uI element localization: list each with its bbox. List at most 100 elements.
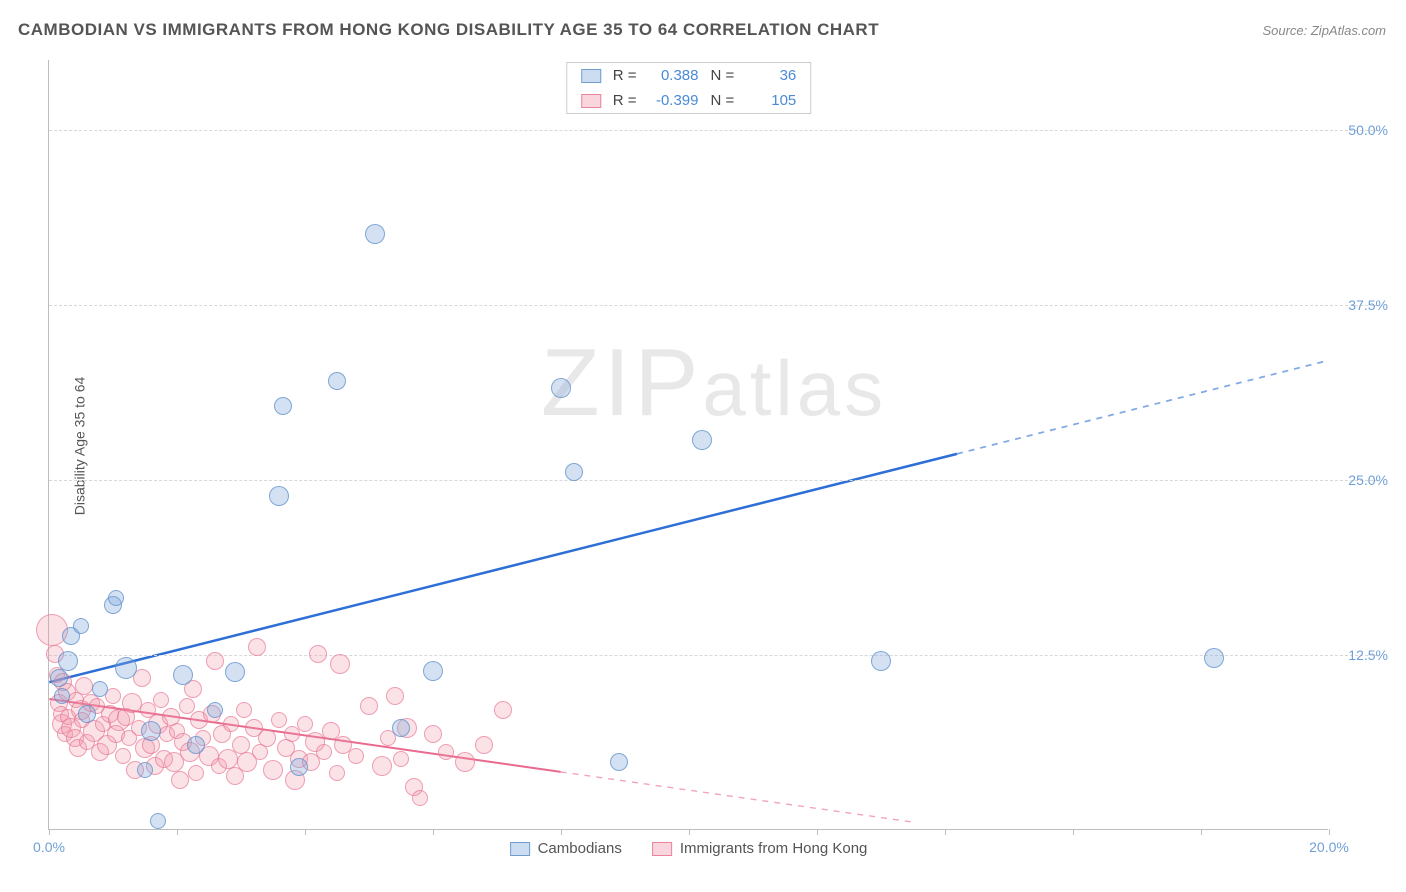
scatter-point [206,652,224,670]
scatter-point [153,692,169,708]
scatter-point [297,716,313,732]
scatter-point [150,813,166,829]
scatter-point [122,693,142,713]
scatter-point [54,688,70,704]
scatter-point [1204,648,1224,668]
source-label: Source: ZipAtlas.com [1262,23,1386,38]
title-bar: CAMBODIAN VS IMMIGRANTS FROM HONG KONG D… [18,20,1386,40]
plot-area: ZIPatlas R =0.388N =36R =-0.399N =105 Ca… [48,60,1328,830]
scatter-point [75,677,93,695]
scatter-point [393,751,409,767]
scatter-point [188,765,204,781]
gridline-h [49,305,1378,306]
scatter-point [424,725,442,743]
x-tick [305,829,306,835]
scatter-point [115,657,137,679]
scatter-point [187,736,205,754]
scatter-point [475,736,493,754]
stat-n-label: N = [711,67,735,84]
scatter-point [565,463,583,481]
scatter-point [348,748,364,764]
scatter-point [328,372,346,390]
scatter-point [50,669,68,687]
scatter-point [141,721,161,741]
legend-series: Cambodians Immigrants from Hong Kong [510,840,868,857]
legend-series-item: Immigrants from Hong Kong [652,840,868,857]
scatter-point [263,760,283,780]
scatter-point [412,790,428,806]
scatter-point [248,638,266,656]
scatter-point [173,665,193,685]
x-tick [945,829,946,835]
scatter-point [392,719,410,737]
scatter-point [115,748,131,764]
stat-n-value: 36 [746,67,796,84]
watermark: ZIPatlas [541,328,887,438]
scatter-point [360,697,378,715]
scatter-point [309,645,327,663]
scatter-point [207,702,223,718]
scatter-point [58,651,78,671]
legend-stats-row: R = 0.388 N = 36 [567,63,811,88]
scatter-point [78,705,96,723]
scatter-point [274,397,292,415]
x-tick-label: 20.0% [1309,839,1349,855]
scatter-point [329,765,345,781]
y-tick-label: 37.5% [1333,297,1388,313]
scatter-point [438,744,454,760]
scatter-point [236,702,252,718]
legend-series-label: Cambodians [538,840,622,857]
legend-series-label: Immigrants from Hong Kong [680,840,868,857]
y-tick-label: 50.0% [1333,122,1388,138]
legend-swatch [510,842,530,856]
x-tick [1329,829,1330,835]
scatter-point [871,651,891,671]
x-tick [1073,829,1074,835]
x-tick [49,829,50,835]
gridline-h [49,480,1378,481]
y-tick-label: 12.5% [1333,647,1388,663]
stat-n-value: 105 [746,92,796,109]
gridline-h [49,655,1378,656]
chart-title: CAMBODIAN VS IMMIGRANTS FROM HONG KONG D… [18,20,879,40]
scatter-point [316,744,332,760]
x-tick [689,829,690,835]
scatter-point [610,753,628,771]
scatter-point [271,712,287,728]
scatter-point [225,662,245,682]
scatter-point [455,752,475,772]
scatter-point [269,486,289,506]
scatter-point [92,681,108,697]
scatter-point [179,698,195,714]
stat-r-label: R = [613,92,637,109]
scatter-point [692,430,712,450]
scatter-point [137,762,153,778]
scatter-point [171,771,189,789]
scatter-point [258,729,276,747]
stat-n-label: N = [711,92,735,109]
scatter-point [551,378,571,398]
legend-swatch [581,69,601,83]
legend-swatch [581,94,601,108]
stat-r-value: 0.388 [649,67,699,84]
x-tick [561,829,562,835]
scatter-point [423,661,443,681]
x-tick [817,829,818,835]
legend-stats: R = 0.388 N = 36 R = -0.399 N = 105 [566,62,812,114]
gridline-h [49,130,1378,131]
scatter-point [386,687,404,705]
legend-swatch [652,842,672,856]
scatter-point [494,701,512,719]
stat-r-value: -0.399 [649,92,699,109]
scatter-point [108,590,124,606]
scatter-point [365,224,385,244]
scatter-point [223,716,239,732]
scatter-point [330,654,350,674]
legend-series-item: Cambodians [510,840,622,857]
stat-r-label: R = [613,67,637,84]
x-tick [177,829,178,835]
y-tick-label: 25.0% [1333,472,1388,488]
x-tick [1201,829,1202,835]
scatter-point [372,756,392,776]
scatter-point [290,758,308,776]
